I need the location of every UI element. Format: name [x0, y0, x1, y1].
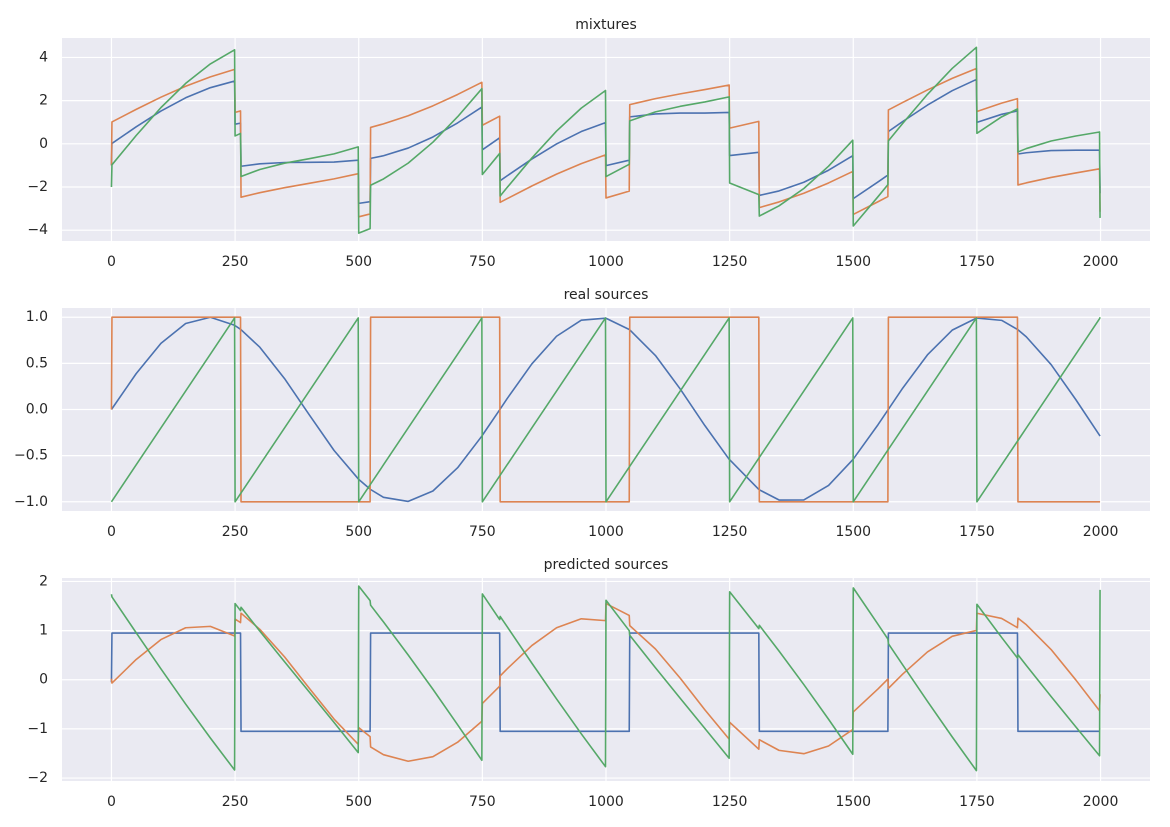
x-tick-label: 750 [469, 524, 496, 540]
chart-title: real sources [564, 287, 649, 303]
line [110, 585, 1101, 772]
x-tick-label: 250 [222, 254, 249, 270]
y-tick-label: 2 [39, 573, 48, 589]
line [110, 316, 1101, 503]
x-tick-label: 500 [345, 524, 372, 540]
y-tick-label: −0.5 [14, 448, 48, 464]
y-tick-label: −2 [27, 770, 48, 786]
x-tick-label: 500 [345, 794, 372, 810]
x-tick-label: 750 [469, 794, 496, 810]
subplot: mixtures −4 −2 0 2 4 0 250 500 750 1000 1250 1500 175… [27, 17, 1150, 270]
x-tick-label: 1750 [959, 524, 995, 540]
y-tick-label: 1.0 [26, 309, 48, 325]
y-tick-label: 0 [39, 136, 48, 152]
y-tick-label: −1 [27, 721, 48, 737]
x-tick-label: 0 [107, 794, 116, 810]
x-tick-label: 1250 [712, 794, 748, 810]
lines [110, 585, 1101, 772]
y-tick-label: −1.0 [14, 494, 48, 510]
chart-title: predicted sources [544, 557, 669, 573]
x-tick-label: 2000 [1083, 524, 1119, 540]
x-tick-label: 2000 [1083, 794, 1119, 810]
y-tick-label: 0 [39, 672, 48, 688]
x-tick-label: 1000 [588, 524, 624, 540]
x-tick-label: 0 [107, 254, 116, 270]
x-tick-label: 250 [222, 794, 249, 810]
line [110, 46, 1101, 234]
y-tick-label: 0.0 [26, 402, 48, 418]
y-tick-label: 1 [39, 623, 48, 639]
x-tick-label: 1500 [835, 254, 871, 270]
x-tick-label: 1500 [835, 524, 871, 540]
lines [110, 316, 1101, 503]
x-tick-label: 250 [222, 524, 249, 540]
x-tick-label: 1000 [588, 794, 624, 810]
subplot: predicted sources −2 −1 0 1 2 0 250 500 750 1000 12… [27, 557, 1150, 810]
x-tick-label: 1750 [959, 254, 995, 270]
y-tick-label: 2 [39, 93, 48, 109]
y-tick-label: 4 [39, 49, 48, 65]
y-tick-label: 0.5 [26, 355, 48, 371]
y-tick-label: −2 [27, 179, 48, 195]
x-tick-label: 500 [345, 254, 372, 270]
x-tick-label: 1250 [712, 254, 748, 270]
lines [110, 46, 1101, 234]
x-tick-label: 1250 [712, 524, 748, 540]
x-tick-label: 2000 [1083, 254, 1119, 270]
x-tick-label: 1500 [835, 794, 871, 810]
x-tick-label: 750 [469, 254, 496, 270]
x-tick-label: 1000 [588, 254, 624, 270]
x-tick-label: 0 [107, 524, 116, 540]
subplot: real sources −1.0 −0.5 0.0 0.5 1.0 0 250 500 750 1… [14, 287, 1150, 540]
y-tick-label: −4 [27, 222, 48, 238]
x-tick-label: 1750 [959, 794, 995, 810]
chart-title: mixtures [575, 17, 637, 33]
